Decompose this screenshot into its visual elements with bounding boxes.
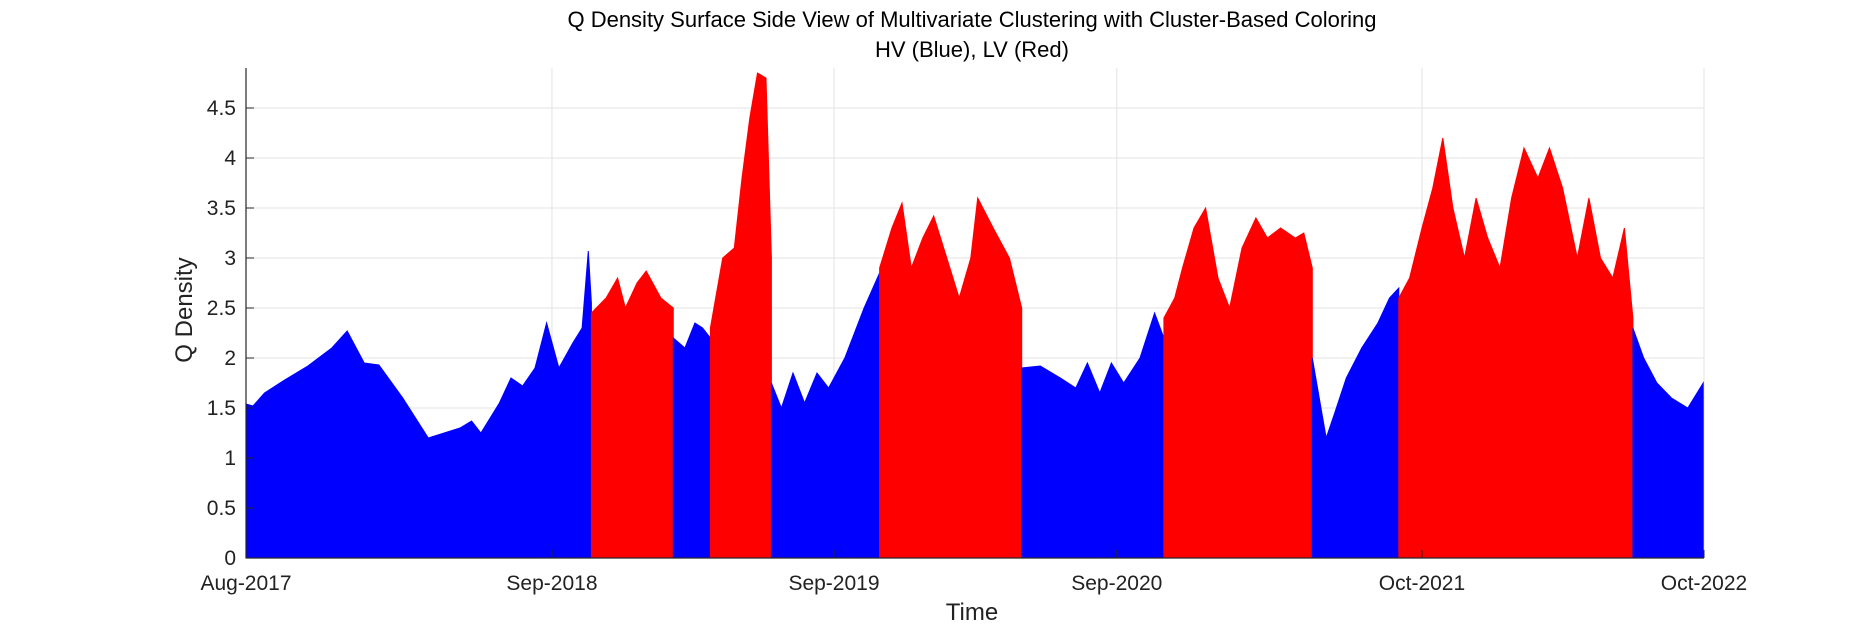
x-tick-label: Oct-2021 xyxy=(1379,572,1465,595)
x-tick-label: Sep-2019 xyxy=(788,572,879,595)
y-tick-label: 0.5 xyxy=(207,497,236,520)
area-lv-7 xyxy=(1163,206,1313,559)
area-hv-10 xyxy=(1632,327,1704,559)
y-axis-label: Q Density xyxy=(171,257,198,362)
area-hv-0 xyxy=(245,250,592,559)
y-tick-label: 1.5 xyxy=(207,397,236,420)
y-tick-label: 3 xyxy=(224,247,236,270)
y-tick-label: 1 xyxy=(224,447,236,470)
area-hv-2 xyxy=(672,322,711,559)
x-tick-label: Sep-2018 xyxy=(506,572,597,595)
y-tick-label: 0 xyxy=(224,547,236,570)
chart-title: Q Density Surface Side View of Multivari… xyxy=(567,7,1376,32)
chart-subtitle: HV (Blue), LV (Red) xyxy=(875,37,1069,62)
x-tick-label: Sep-2020 xyxy=(1071,572,1162,595)
x-tick-label: Oct-2022 xyxy=(1661,572,1747,595)
area-hv-6 xyxy=(1021,311,1165,559)
y-tick-label: 4 xyxy=(224,147,236,170)
y-tick-label: 3.5 xyxy=(207,197,236,220)
area-lv-3 xyxy=(709,72,772,559)
area-lv-1 xyxy=(590,270,674,559)
area-lv-5 xyxy=(879,196,1023,559)
y-tick-label: 2.5 xyxy=(207,297,236,320)
area-lv-9 xyxy=(1398,137,1634,559)
x-axis-label: Time xyxy=(946,599,998,625)
y-tick-label: 4.5 xyxy=(207,97,236,120)
tick-labels: 0 0.5 1 1.5 2 2.5 3 3.5 4 4.5 Aug-2017 Sep-2018 Sep-… xyxy=(200,97,1747,595)
plot-series xyxy=(245,72,1704,559)
x-tick-label: Aug-2017 xyxy=(200,572,291,595)
y-tick-label: 2 xyxy=(224,347,236,370)
axes xyxy=(245,68,1705,559)
